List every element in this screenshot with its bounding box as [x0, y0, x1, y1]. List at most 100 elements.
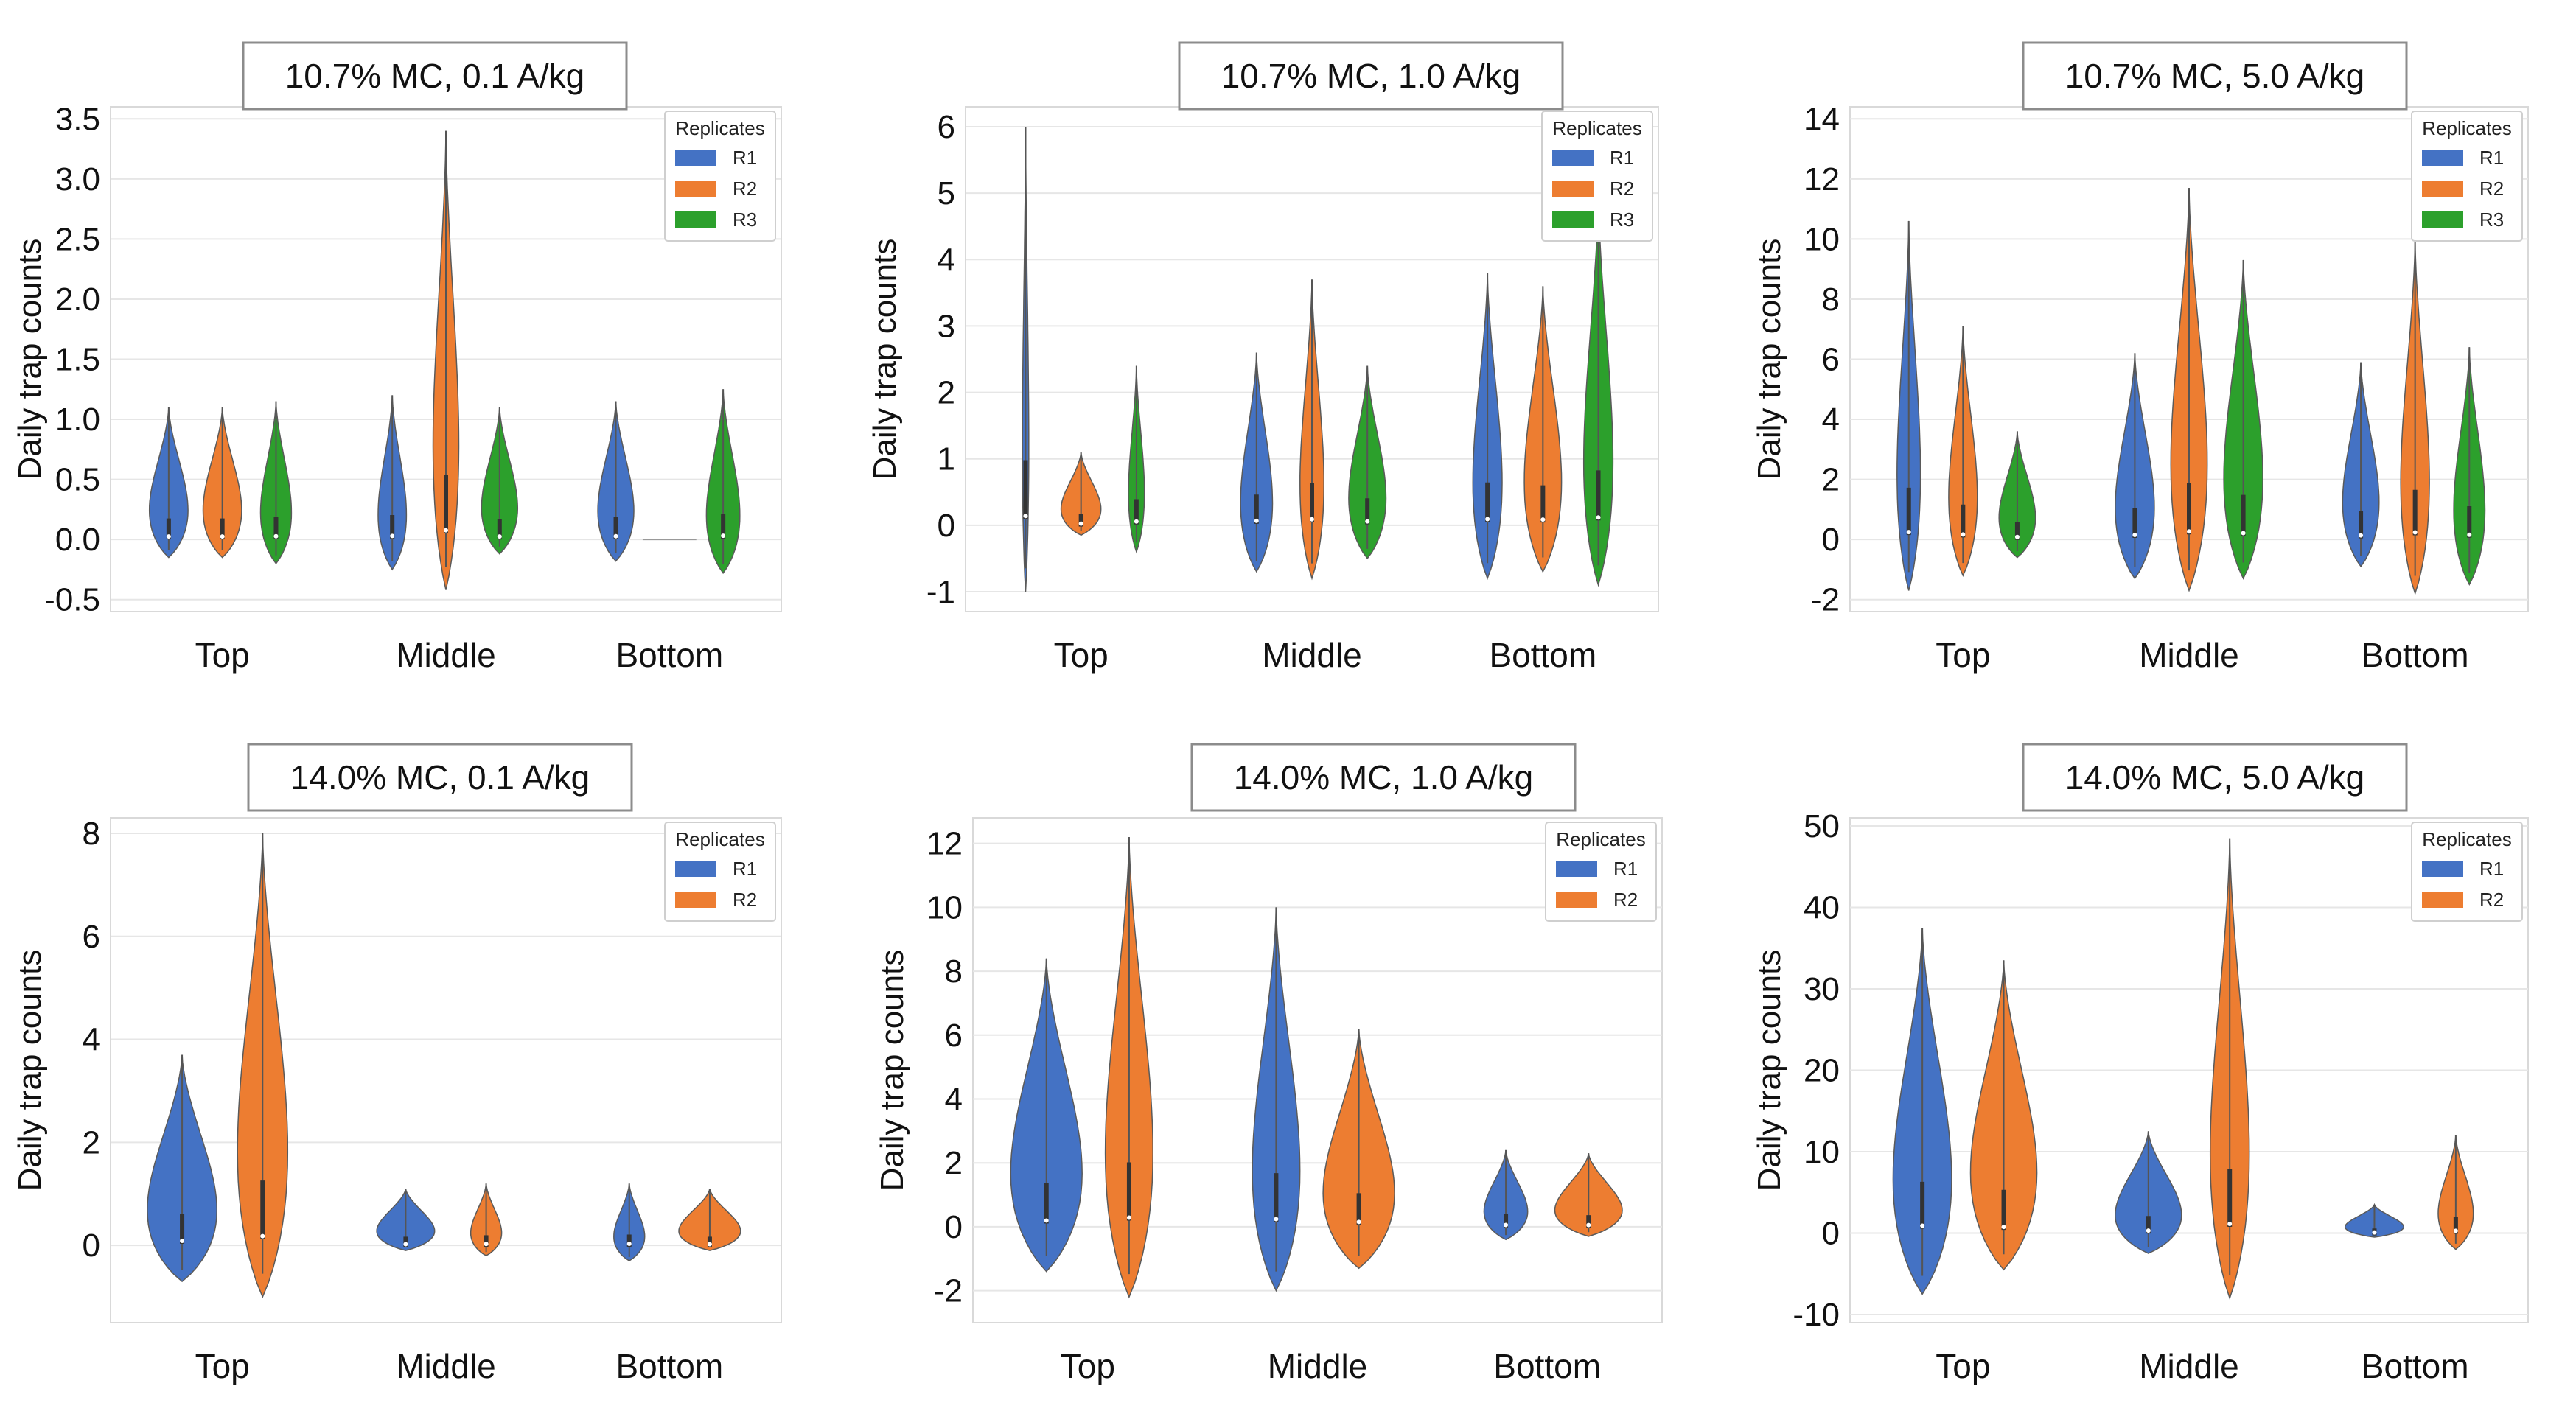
legend-title: Replicates — [1552, 117, 1641, 139]
chart-panel: -10 0 10 20 30 40 50 Daily trap counts Top Middle… — [1751, 743, 2529, 1385]
violin-median — [1596, 515, 1601, 520]
violin-median — [166, 534, 171, 539]
violin-median — [2467, 532, 2472, 537]
violin-median — [484, 1242, 489, 1247]
violin-median — [1078, 521, 1083, 526]
x-tick-label: Bottom — [1493, 1347, 1601, 1385]
y-axis-label: Daily trap counts — [12, 239, 48, 480]
violin-median — [1134, 519, 1139, 524]
chart-panel: -2 0 2 4 6 8 10 12 14 Daily trap counts Top Middle B… — [1751, 41, 2529, 674]
y-tick-label: 6 — [945, 1018, 963, 1054]
legend-title: Replicates — [2422, 117, 2511, 139]
x-tick-label: Top — [195, 636, 250, 674]
y-tick-label: 8 — [1822, 281, 1840, 318]
x-tick-label: Bottom — [615, 636, 723, 674]
x-tick-label: Bottom — [615, 1347, 723, 1385]
x-tick-label: Top — [195, 1347, 250, 1385]
y-tick-label: 50 — [1804, 808, 1840, 844]
violin-median — [626, 1242, 632, 1247]
legend-swatch — [2422, 150, 2463, 166]
y-tick-label: 1.5 — [55, 342, 100, 378]
y-tick-label: 4 — [83, 1022, 100, 1058]
chart-title: 10.7% MC, 0.1 A/kg — [285, 57, 585, 95]
x-tick-label: Middle — [1262, 636, 1362, 674]
y-tick-label: 3.5 — [55, 101, 100, 137]
legend-label: R2 — [2479, 178, 2504, 200]
violin-median — [444, 528, 448, 533]
violin-median — [403, 1242, 408, 1247]
violin-median — [2187, 529, 2191, 534]
legend-swatch — [675, 892, 716, 908]
violin-median — [1586, 1222, 1591, 1228]
y-tick-label: 0 — [83, 1228, 100, 1264]
legend-label: R2 — [2479, 889, 2504, 911]
legend-swatch — [675, 150, 716, 166]
y-tick-label: -10 — [1793, 1297, 1840, 1333]
violin-median — [2359, 533, 2364, 538]
violin-median — [1254, 518, 1259, 523]
y-tick-label: 5 — [938, 175, 955, 211]
y-tick-label: 6 — [938, 109, 955, 145]
x-tick-label: Top — [1936, 636, 1990, 674]
legend-swatch — [1556, 892, 1597, 908]
y-tick-label: 10 — [1804, 221, 1840, 257]
y-tick-label: 6 — [1822, 342, 1840, 378]
y-tick-label: 1.0 — [55, 402, 100, 438]
legend-swatch — [1552, 150, 1594, 166]
violin-median — [390, 533, 395, 539]
violin-median — [1504, 1222, 1509, 1228]
violin-median — [220, 534, 225, 539]
legend-label: R3 — [1610, 209, 1634, 231]
chart-title: 14.0% MC, 1.0 A/kg — [1234, 758, 1534, 797]
chart-panel: 0 2 4 6 8 Daily trap counts Top Middle Bottom Rep… — [12, 743, 782, 1385]
violin-median — [2412, 530, 2418, 535]
legend-box — [664, 111, 776, 242]
legend-label: R1 — [1610, 147, 1634, 169]
chart-title-box — [1190, 743, 1577, 812]
y-tick-label: 14 — [1804, 101, 1840, 137]
violin-median — [273, 533, 279, 539]
y-tick-label: 0 — [945, 1209, 963, 1245]
x-tick-label: Middle — [396, 1347, 496, 1385]
y-tick-label: 0 — [938, 508, 955, 544]
y-tick-label: 2 — [938, 375, 955, 411]
chart-title-box — [1178, 41, 1564, 111]
violin-median — [1540, 517, 1546, 522]
violin-median — [260, 1233, 265, 1239]
y-tick-label: 6 — [83, 919, 100, 955]
y-tick-label: 2 — [83, 1124, 100, 1161]
y-tick-label: 2.5 — [55, 221, 100, 257]
violin-median — [497, 534, 502, 539]
y-tick-label: 8 — [945, 953, 963, 990]
violin-median — [1126, 1215, 1131, 1220]
x-tick-label: Bottom — [2362, 1347, 2469, 1385]
y-tick-label: 10 — [1804, 1134, 1840, 1170]
legend-label: R3 — [733, 209, 757, 231]
violin-median — [1356, 1219, 1361, 1225]
chart-title: 14.0% MC, 0.1 A/kg — [290, 758, 590, 797]
violin-median — [1274, 1217, 1279, 1222]
y-tick-label: 0 — [1822, 1215, 1840, 1251]
y-tick-label: 2 — [1822, 462, 1840, 498]
legend-label: R2 — [1610, 178, 1634, 200]
x-tick-label: Top — [1061, 1347, 1115, 1385]
violin-median — [707, 1242, 712, 1247]
y-axis-label: Daily trap counts — [1751, 239, 1787, 480]
y-tick-label: 0.5 — [55, 462, 100, 498]
legend-label: R1 — [1613, 858, 1638, 880]
legend-label: R1 — [733, 147, 757, 169]
legend-swatch — [2422, 892, 2463, 908]
chart-title-box — [2022, 41, 2408, 111]
legend-title: Replicates — [675, 117, 764, 139]
violin-median — [2001, 1225, 2006, 1230]
y-tick-label: 30 — [1804, 971, 1840, 1007]
legend-label: R3 — [2479, 209, 2504, 231]
violin-median — [1365, 519, 1370, 524]
legend-label: R1 — [2479, 147, 2504, 169]
legend-label: R2 — [1613, 889, 1638, 911]
legend-swatch — [2422, 861, 2463, 877]
legend-swatch — [2422, 211, 2463, 228]
legend-swatch — [1556, 861, 1597, 877]
legend-label: R1 — [733, 858, 757, 880]
